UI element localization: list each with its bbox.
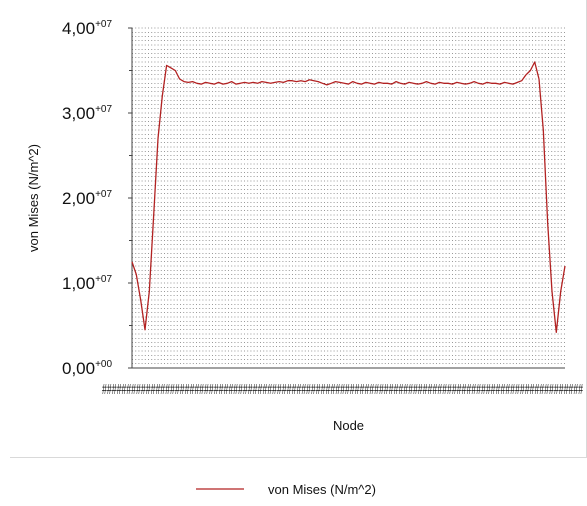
series-layer (131, 61, 566, 333)
y-tick-label: 3,00+07 (62, 104, 112, 123)
y-tick-label: 4,00+07 (62, 19, 112, 38)
gridlines (132, 27, 565, 369)
series-line-von-mises (131, 61, 566, 333)
x-tick-labels-overlap: ########################################… (102, 381, 583, 398)
axes (128, 27, 565, 369)
chart-panel: 0,00+00 1,00+07 2,00+07 3,00+07 4,00+07 ####… (10, 0, 587, 458)
y-tick-label: 2,00+07 (62, 189, 112, 208)
y-axis-title: von Mises (N/m^2) (26, 144, 41, 252)
y-tick-label: 1,00+07 (62, 274, 112, 293)
chart-canvas: 0,00+00 1,00+07 2,00+07 3,00+07 4,00+07 ####… (26, 19, 583, 433)
y-tick-label: 0,00+00 (62, 359, 112, 378)
x-axis-title: Node (333, 418, 364, 433)
legend: von Mises (N/m^2) (196, 482, 376, 497)
x-tick-labels: ########################################… (102, 381, 583, 398)
legend-label: von Mises (N/m^2) (268, 482, 376, 497)
y-tick-labels: 0,00+00 1,00+07 2,00+07 3,00+07 4,00+07 (62, 19, 112, 378)
